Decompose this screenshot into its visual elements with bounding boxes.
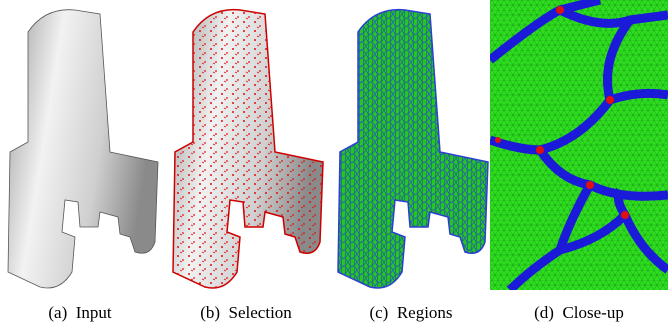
figure: (a) Input (b) Selection (c) Regions (d) … xyxy=(0,0,668,329)
caption: (b) Selection xyxy=(200,303,292,322)
panel-selection xyxy=(173,10,323,288)
panel-closeup xyxy=(490,0,668,290)
panel-input xyxy=(8,10,158,288)
panel-regions xyxy=(338,10,488,288)
caption: (d) Close-up xyxy=(534,303,624,322)
caption: (c) Regions xyxy=(369,303,452,322)
caption: (a) Input xyxy=(48,303,112,322)
